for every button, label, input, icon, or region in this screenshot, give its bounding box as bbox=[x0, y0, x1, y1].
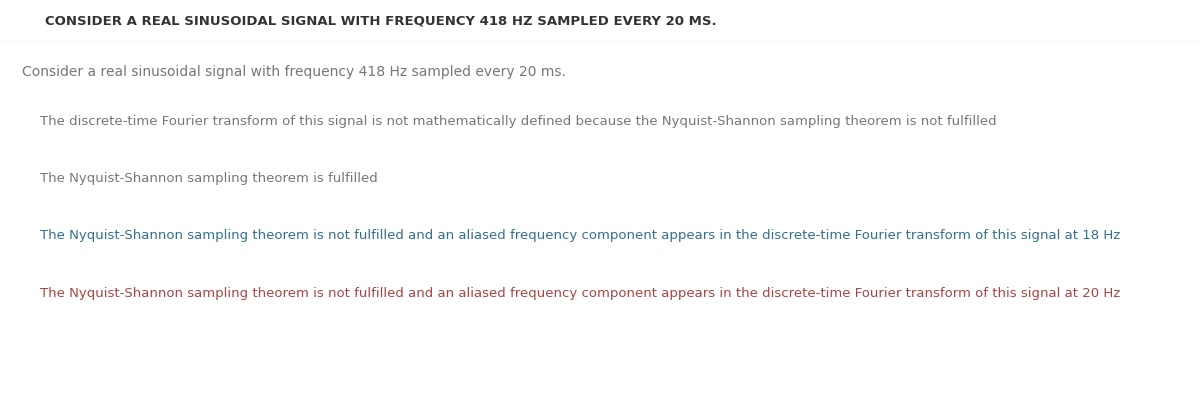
Text: The Nyquist-Shannon sampling theorem is fulfilled: The Nyquist-Shannon sampling theorem is … bbox=[40, 171, 378, 185]
Text: CONSIDER A REAL SINUSOIDAL SIGNAL WITH FREQUENCY 418 HZ SAMPLED EVERY 20 MS.: CONSIDER A REAL SINUSOIDAL SIGNAL WITH F… bbox=[46, 14, 716, 27]
Text: 6: 6 bbox=[23, 14, 32, 27]
Text: The Nyquist-Shannon sampling theorem is not fulfilled and an aliased frequency c: The Nyquist-Shannon sampling theorem is … bbox=[40, 229, 1121, 242]
Text: The Nyquist-Shannon sampling theorem is not fulfilled and an aliased frequency c: The Nyquist-Shannon sampling theorem is … bbox=[40, 286, 1121, 300]
Text: The discrete-time Fourier transform of this signal is not mathematically defined: The discrete-time Fourier transform of t… bbox=[40, 115, 997, 129]
Text: Consider a real sinusoidal signal with frequency 418 Hz sampled every 20 ms.: Consider a real sinusoidal signal with f… bbox=[22, 65, 566, 79]
